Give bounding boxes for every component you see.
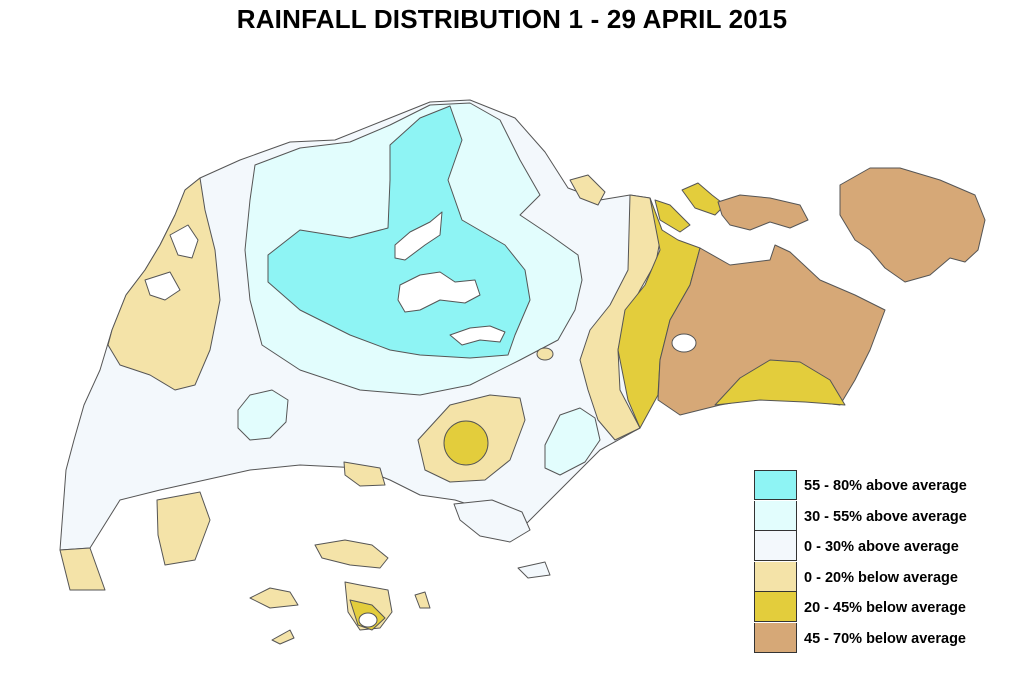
- island-south-tan-5: [414, 591, 431, 609]
- legend-item: 0 - 20% below average: [754, 561, 1004, 593]
- zone-45-70-below-east: [657, 244, 886, 416]
- lake-3: [449, 325, 506, 346]
- zone-30-55-above-southwest: [237, 389, 289, 441]
- zone-0-20-below-southwest-2: [156, 491, 211, 566]
- map-title: RAINFALL DISTRIBUTION 1 - 29 APRIL 2015: [236, 4, 788, 34]
- island-south-1: [453, 499, 531, 543]
- legend-label: 45 - 70% below average: [804, 630, 966, 647]
- zone-20-45-below-central: [443, 420, 489, 466]
- legend-swatch: [754, 592, 797, 622]
- legend-swatch: [754, 500, 797, 531]
- legend-swatch: [754, 561, 797, 592]
- zone-30-55-above-south: [544, 407, 601, 476]
- lake-west-1: [169, 224, 199, 259]
- island-south-tan-3: [271, 629, 295, 645]
- legend-label: 30 - 55% above average: [804, 508, 967, 525]
- lake-east: [671, 333, 697, 353]
- island-south-tan-1: [314, 539, 389, 569]
- zone-0-20-below-southwest: [59, 547, 106, 591]
- island-northeast-tan: [569, 174, 606, 206]
- zone-0-20-below-small-oval: [536, 347, 554, 361]
- legend-item: 30 - 55% above average: [754, 500, 1004, 532]
- island-lake: [358, 612, 378, 628]
- legend-item: 45 - 70% below average: [754, 622, 1004, 654]
- island-northeast-brown-1: [717, 194, 809, 231]
- island-south-tan-2: [249, 587, 299, 609]
- zone-0-20-below-south-coast: [343, 461, 386, 487]
- island-northeast-yellow-2: [654, 199, 691, 233]
- legend-label: 20 - 45% below average: [804, 600, 966, 616]
- legend-item: 55 - 80% above average: [754, 470, 1004, 501]
- legend-label: 0 - 20% below average: [804, 569, 958, 586]
- legend-swatch: [754, 531, 797, 561]
- island-south-2: [517, 561, 551, 579]
- zone-20-45-below-southeast: [714, 359, 846, 406]
- island-northeast-brown-large: [839, 167, 986, 283]
- legend: 55 - 80% above average 30 - 55% above av…: [754, 470, 1004, 653]
- legend-item: 20 - 45% below average: [754, 592, 1004, 623]
- island-northeast-yellow-1: [681, 182, 726, 216]
- lake-west-2: [144, 271, 181, 301]
- legend-swatch: [754, 622, 797, 653]
- legend-label: 0 - 30% above average: [804, 539, 959, 555]
- legend-swatch: [754, 470, 797, 500]
- legend-item: 0 - 30% above average: [754, 531, 1004, 562]
- legend-label: 55 - 80% above average: [804, 478, 967, 494]
- lake-1: [394, 211, 443, 261]
- lake-2: [397, 271, 481, 313]
